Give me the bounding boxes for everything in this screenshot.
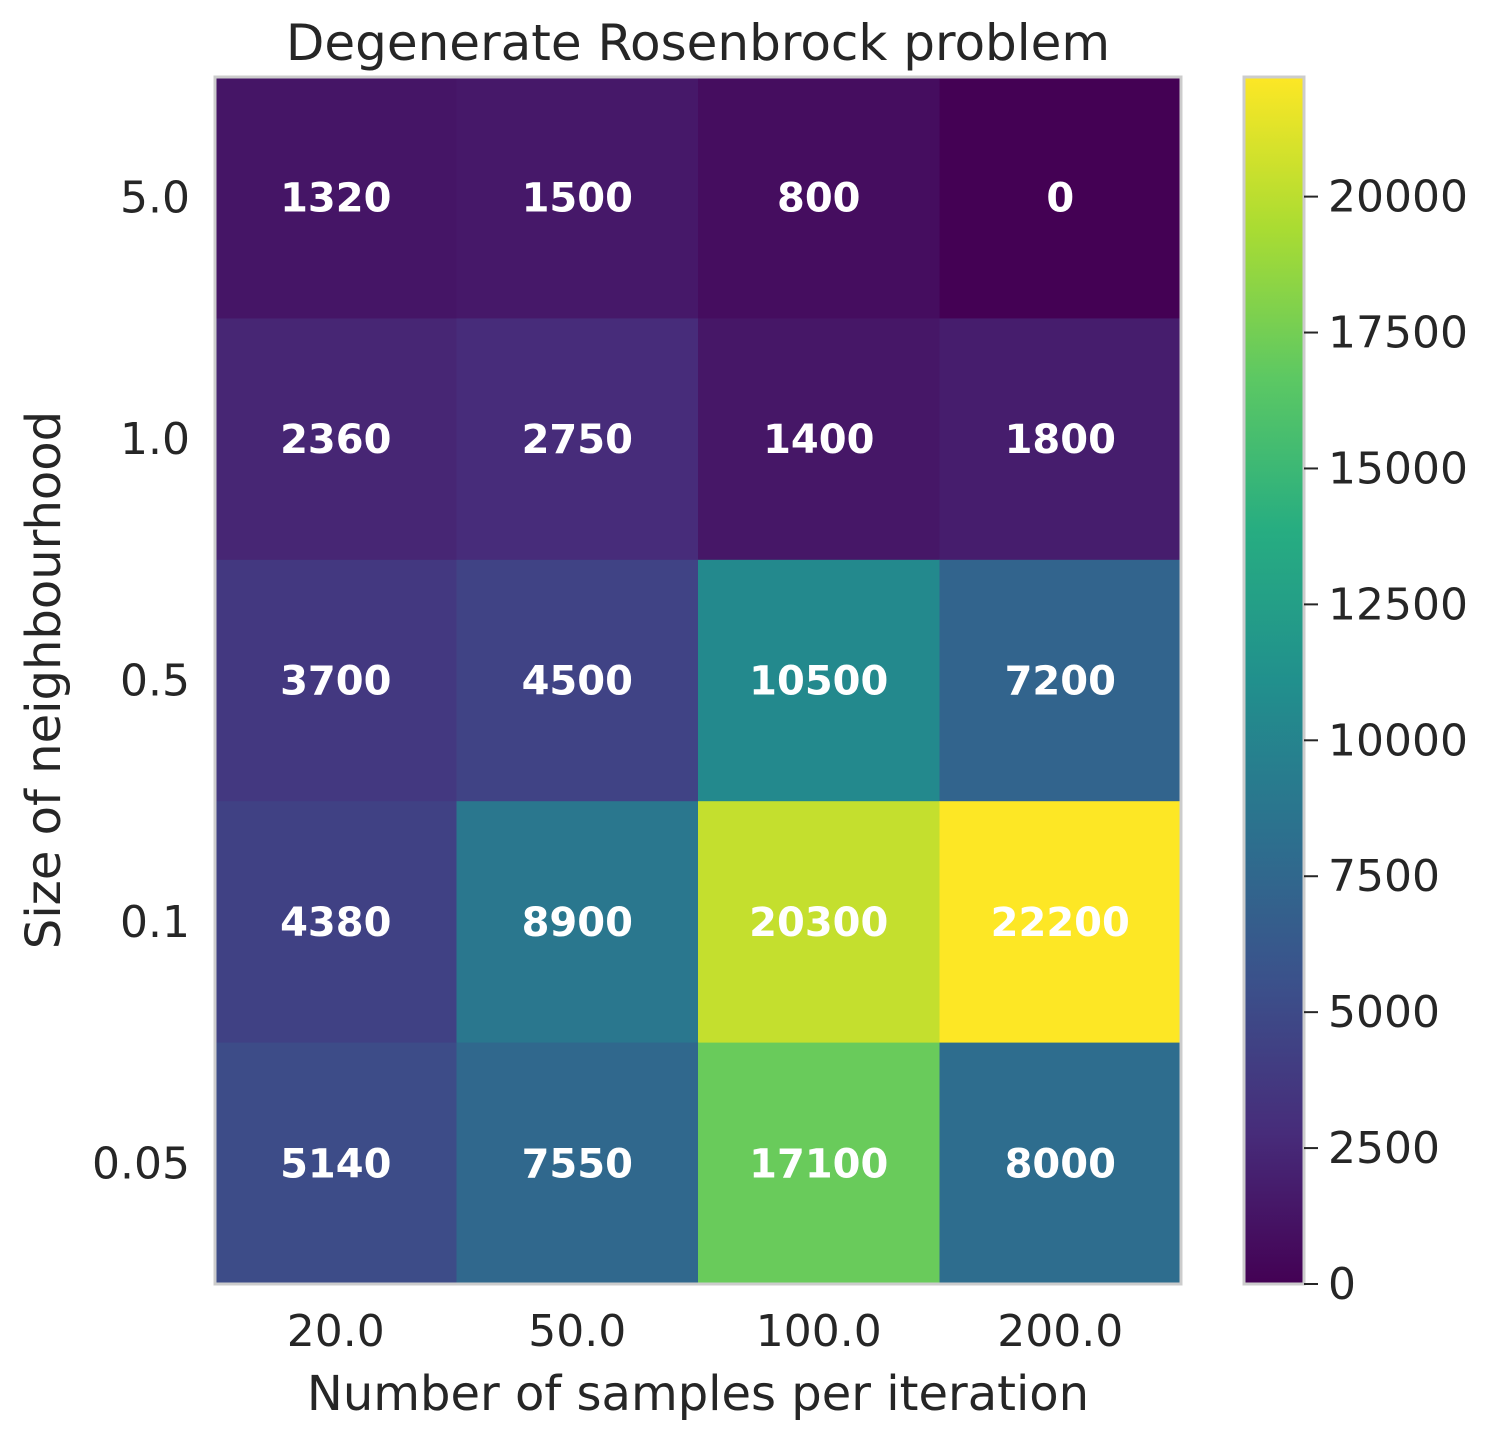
cell-value-label: 10500 <box>749 659 888 705</box>
heatmap-cell <box>698 1042 940 1285</box>
cell-value-label: 17100 <box>749 1141 888 1187</box>
colorbar-tick-label: 7500 <box>1328 851 1440 902</box>
heatmap-cell <box>215 559 457 802</box>
heatmap-cell <box>698 318 940 561</box>
plot-frame <box>213 75 1183 1286</box>
cell-value-label: 8000 <box>1005 1141 1116 1187</box>
heatmap-cell <box>456 318 699 561</box>
x-tick-label: 200.0 <box>997 1306 1123 1357</box>
heatmap-cell <box>698 77 940 319</box>
chart-title: Degenerate Rosenbrock problem <box>286 14 1110 72</box>
cell-value-label: 7200 <box>1005 659 1116 705</box>
heatmap-cell <box>698 559 940 802</box>
heatmap-cell <box>939 318 1182 561</box>
cell-value-label: 20300 <box>749 900 888 946</box>
y-tick-label: 5.0 <box>120 173 190 224</box>
heatmap-cell <box>456 559 699 802</box>
heatmap-cell <box>939 77 1182 319</box>
y-axis-label: Size of neighbourhood <box>16 411 72 949</box>
colorbar-tick-label: 10000 <box>1328 715 1468 766</box>
x-tick-label: 100.0 <box>756 1306 882 1357</box>
heatmap-cell <box>215 318 457 561</box>
heatmap-cell <box>215 1042 457 1285</box>
y-axis-ticks: 5.0 1.0 0.5 0.1 0.05 <box>92 173 190 1190</box>
cell-value-label: 1320 <box>280 176 391 222</box>
cell-value-label: 1800 <box>1005 417 1116 463</box>
cell-value-label: 3700 <box>280 659 391 705</box>
x-tick-label: 20.0 <box>287 1306 385 1357</box>
heatmap-cell <box>939 559 1182 802</box>
heatmap-cell <box>939 801 1182 1044</box>
cell-value-label: 0 <box>1046 176 1074 222</box>
y-tick-label: 0.05 <box>92 1138 190 1189</box>
cell-value-label: 4500 <box>522 659 633 705</box>
cell-value-label: 4380 <box>280 900 391 946</box>
colorbar-tick-label: 20000 <box>1328 172 1468 223</box>
x-axis-label: Number of samples per iteration <box>307 1366 1089 1422</box>
colorbar-tick-label: 12500 <box>1328 579 1468 630</box>
cell-value-label: 2750 <box>522 417 633 463</box>
cell-value-label: 7550 <box>522 1141 633 1187</box>
colorbar-tick-label: 15000 <box>1328 443 1468 494</box>
colorbar-tick-label: 5000 <box>1328 987 1440 1038</box>
y-tick-label: 1.0 <box>120 414 190 465</box>
heatmap-cell <box>456 1042 699 1285</box>
heatmap-cell <box>215 77 457 319</box>
heatmap-cell <box>939 1042 1182 1285</box>
colorbar-tick-label: 17500 <box>1328 308 1468 359</box>
x-axis-ticks: 20.0 50.0 100.0 200.0 <box>287 1306 1123 1357</box>
colorbar <box>1242 75 1306 1286</box>
y-tick-label: 0.5 <box>120 656 190 707</box>
heatmap-cell <box>456 801 699 1044</box>
cell-value-label: 1400 <box>763 417 874 463</box>
heatmap-cell <box>456 77 699 319</box>
colorbar-ticks: 0 2500 5000 7500 10000 12500 15000 17500 20000 <box>1304 172 1468 1310</box>
heatmap-cells <box>215 77 1182 1285</box>
cell-value-label: 22200 <box>991 900 1130 946</box>
cell-value-label: 5140 <box>280 1141 391 1187</box>
colorbar-tick-label: 0 <box>1328 1259 1356 1310</box>
x-tick-label: 50.0 <box>528 1306 626 1357</box>
y-tick-label: 0.1 <box>120 897 190 948</box>
heatmap-cell <box>215 801 457 1044</box>
cell-value-label: 800 <box>777 176 861 222</box>
colorbar-tick-label: 2500 <box>1328 1123 1440 1174</box>
cell-value-label: 1500 <box>522 176 633 222</box>
heatmap-cell <box>698 801 940 1044</box>
cell-value-label: 8900 <box>522 900 633 946</box>
cell-value-label: 2360 <box>280 417 391 463</box>
